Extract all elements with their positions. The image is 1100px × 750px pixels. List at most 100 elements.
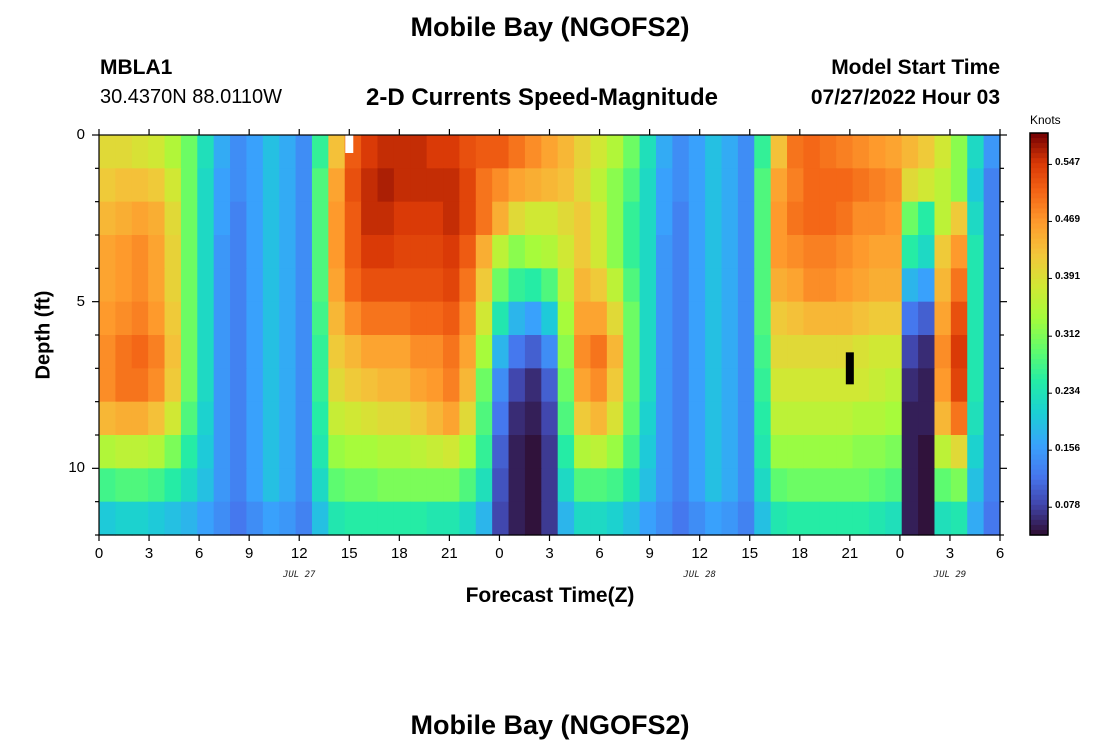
heatmap-cell <box>885 435 903 469</box>
heatmap-cell <box>688 301 706 336</box>
heatmap-cell <box>361 201 379 236</box>
heatmap-cell <box>492 135 510 169</box>
heatmap-cell <box>967 501 985 536</box>
heatmap-cell <box>410 401 428 436</box>
heatmap-cell <box>508 201 526 236</box>
chart-title: 2-D Currents Speed-Magnitude <box>366 84 719 111</box>
heatmap-cell <box>311 135 329 169</box>
missing-data-marker <box>345 135 354 153</box>
heatmap-cell <box>164 501 182 536</box>
heatmap-cell <box>885 401 903 436</box>
heatmap-cell <box>655 135 673 169</box>
heatmap-cell <box>983 301 1001 336</box>
heatmap-cell <box>590 335 608 369</box>
heatmap-cell <box>688 468 706 503</box>
heatmap-cell <box>361 168 379 203</box>
heatmap-cell <box>606 301 624 336</box>
heatmap-cell <box>672 201 690 236</box>
heatmap-cell <box>279 335 297 369</box>
heatmap-cell <box>590 268 608 303</box>
heatmap-cell <box>803 501 821 536</box>
heatmap-cell <box>737 368 755 403</box>
heatmap-cell <box>787 401 805 436</box>
heatmap-cell <box>934 135 952 169</box>
heatmap-cell <box>803 335 821 369</box>
heatmap-cell <box>852 268 870 303</box>
x-tick-label: 0 <box>94 545 104 562</box>
colorbar-swatch <box>1030 489 1048 496</box>
heatmap-cell <box>590 401 608 436</box>
heatmap-cell <box>868 235 886 269</box>
heatmap-cell <box>918 135 936 169</box>
heatmap-cell <box>115 468 133 503</box>
colorbar-swatch <box>1030 263 1048 270</box>
heatmap-cell <box>230 301 248 336</box>
heatmap-cell <box>852 168 870 203</box>
heatmap-cell <box>410 268 428 303</box>
heatmap-cell <box>164 468 182 503</box>
heatmap-cell <box>623 235 641 269</box>
heatmap-cell <box>852 235 870 269</box>
heatmap-cell <box>639 501 657 536</box>
heatmap-cell <box>459 201 477 236</box>
heatmap-cell <box>131 335 149 369</box>
heatmap-cell <box>819 168 837 203</box>
heatmap-cell <box>737 268 755 303</box>
colorbar-tick-label: 0.234 <box>1055 386 1081 398</box>
heatmap-cell <box>492 268 510 303</box>
model-start-time: 07/27/2022 Hour 03 <box>810 86 1000 109</box>
heatmap-cell <box>803 301 821 336</box>
colorbar-swatch <box>1030 349 1048 355</box>
heatmap-cell <box>672 501 690 536</box>
colorbar <box>1029 132 1052 536</box>
heatmap-cell <box>885 235 903 269</box>
heatmap-cell <box>459 135 477 169</box>
heatmap-cell <box>606 168 624 203</box>
heatmap-cell <box>377 168 395 203</box>
colorbar-swatch <box>1030 148 1048 154</box>
x-tick-label: 9 <box>645 545 654 562</box>
heatmap-cell <box>868 268 886 303</box>
heatmap-cell <box>541 368 559 403</box>
colorbar-swatch <box>1030 288 1048 295</box>
heatmap-cell <box>361 368 379 403</box>
heatmap-cell <box>934 201 952 236</box>
heatmap-cell <box>508 135 526 169</box>
heatmap-cell <box>164 435 182 469</box>
heatmap-cell <box>393 135 411 169</box>
heatmap-cell <box>983 435 1001 469</box>
heatmap-cell <box>590 501 608 536</box>
heatmap-cell <box>770 235 788 269</box>
heatmap-cell <box>803 168 821 203</box>
heatmap-cell <box>344 168 362 203</box>
heatmap-cell <box>623 401 641 436</box>
heatmap-cell <box>393 201 411 236</box>
heatmap-cell <box>197 435 215 469</box>
colorbar-swatch <box>1030 318 1048 325</box>
heatmap-cell <box>197 168 215 203</box>
heatmap-cell <box>639 301 657 336</box>
heatmap-cell <box>426 235 444 269</box>
heatmap-cell <box>557 201 575 236</box>
heatmap-cell <box>721 135 739 169</box>
heatmap-cell <box>950 135 968 169</box>
heatmap-cell <box>131 135 149 169</box>
heatmap-cell <box>475 435 493 469</box>
heatmap-cell <box>705 335 723 369</box>
heatmap-cell <box>279 368 297 403</box>
heatmap-cell <box>606 468 624 503</box>
heatmap-cell <box>508 368 526 403</box>
heatmap-cell <box>443 501 460 536</box>
heatmap-cell <box>770 335 788 369</box>
heatmap-cell <box>164 168 182 203</box>
heatmap-cell <box>557 301 575 336</box>
heatmap-cell <box>967 135 985 169</box>
heatmap-cell <box>148 268 166 303</box>
heatmap-cell <box>213 435 231 469</box>
heatmap-cell <box>197 468 215 503</box>
heatmap-cell <box>311 301 329 336</box>
heatmap-cell <box>197 301 215 336</box>
heatmap-cell <box>950 201 968 236</box>
heatmap-cell <box>279 135 297 169</box>
heatmap-cell <box>983 501 1001 536</box>
